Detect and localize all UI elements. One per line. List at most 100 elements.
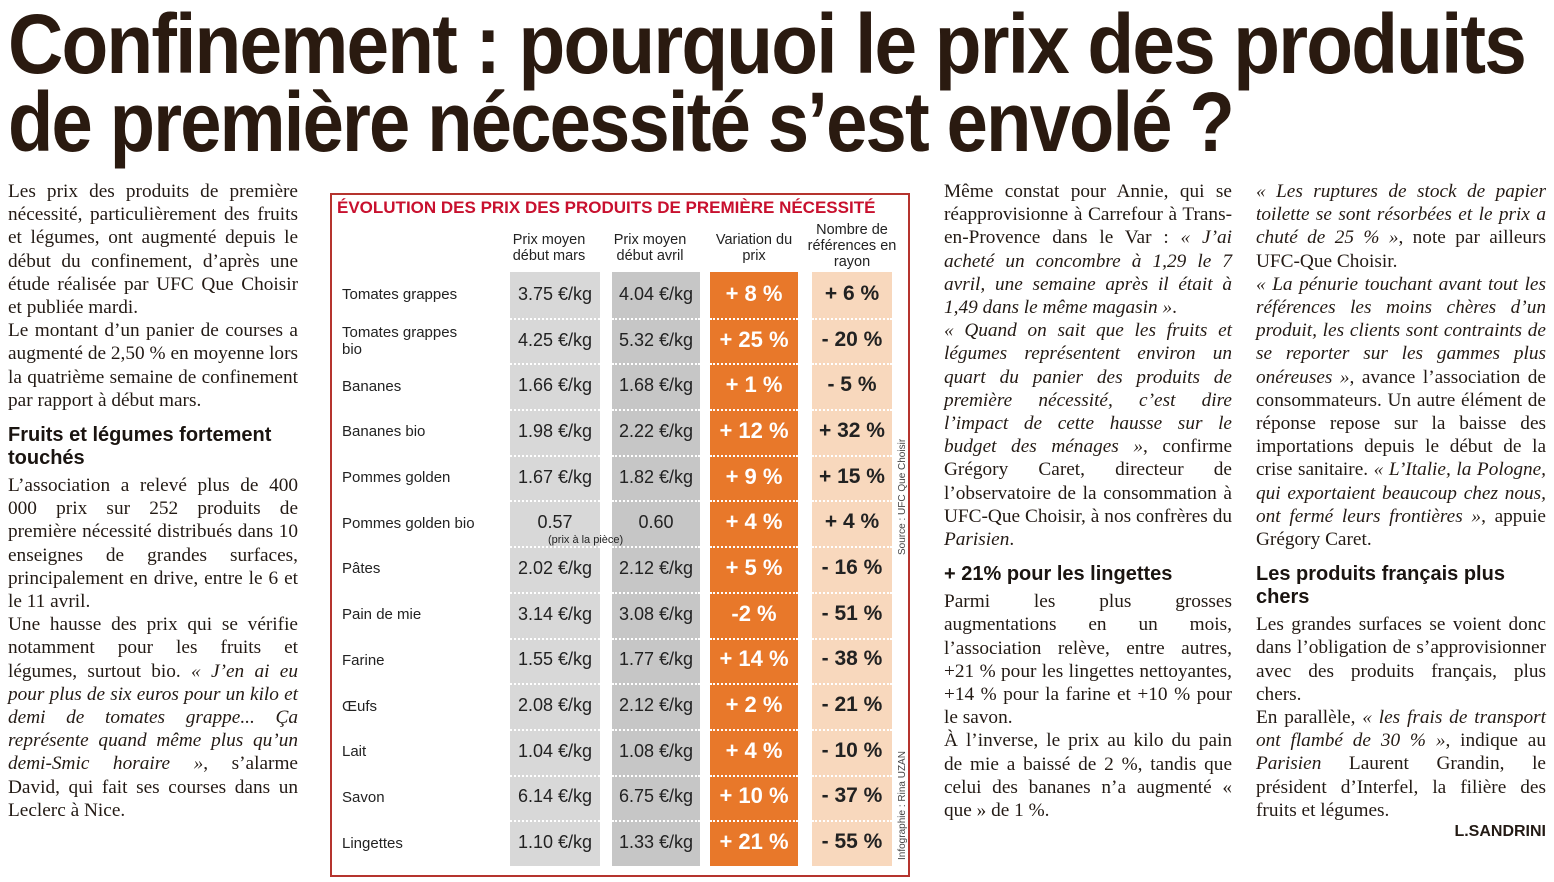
price: 1.55 €/kg	[517, 649, 593, 670]
price: 1.04 €/kg	[517, 740, 593, 761]
variation: -2 %	[731, 600, 777, 626]
paragraph: En parallèle, « les frais de transport o…	[1256, 706, 1546, 822]
column-background	[710, 272, 798, 866]
credit: Infographie : Rina UZAN	[897, 751, 908, 860]
price: 1.67 €/kg	[517, 466, 593, 487]
price: 1.33 €/kg	[618, 832, 694, 853]
paragraph: L’association a relevé plus de 400 000 p…	[8, 474, 298, 613]
paragraph: « La pénurie touchant avant tout les réf…	[1256, 273, 1546, 551]
row-separator	[612, 637, 700, 640]
row-separator	[812, 409, 892, 412]
row-separator	[710, 820, 798, 823]
text: Laurent Grandin, le président d’Interfel…	[1256, 753, 1546, 821]
references: - 16 %	[821, 556, 883, 579]
variation: + 5 %	[725, 555, 783, 580]
paragraph: Parmi les plus grosses augmentations en …	[944, 590, 1232, 729]
row-separator	[510, 728, 600, 731]
row-separator	[710, 363, 798, 366]
row-separator	[710, 546, 798, 549]
row-separator	[812, 363, 892, 366]
row-separator	[612, 500, 700, 503]
price-note: (prix à la pièce)	[548, 534, 624, 547]
text-column: « Les ruptures de stock de papier toilet…	[1256, 180, 1546, 842]
references: - 38 %	[821, 647, 883, 671]
row-separator	[510, 591, 600, 594]
variation: + 14 %	[719, 646, 789, 672]
price: 2.08 €/kg	[517, 695, 593, 716]
text: En parallèle,	[1256, 707, 1363, 729]
quote: « J’ai acheté un concombre à 1,29 le 7 a…	[944, 227, 1232, 319]
references: - 55 %	[821, 830, 883, 854]
subheading: Les produits français plus chers	[1256, 563, 1505, 609]
row-label: Tomates grappes	[342, 286, 458, 304]
row-separator	[710, 317, 798, 320]
row-separator	[612, 454, 700, 457]
text: Parmi les plus grosses augmentations en …	[944, 591, 1232, 729]
paragraph: Même constat pour Annie, qui se réapprov…	[944, 180, 1232, 319]
variation: + 4 %	[725, 737, 783, 763]
row-separator	[710, 454, 798, 457]
text: Le montant d’un panier de courses a augm…	[8, 320, 298, 411]
text: L’association a relevé plus de 400 000 p…	[8, 475, 298, 613]
row-separator	[510, 683, 600, 686]
row-separator	[612, 728, 700, 731]
price: 1.68 €/kg	[618, 375, 694, 396]
price: 1.66 €/kg	[517, 375, 593, 396]
paragraph: « Quand on sait que les fruits et légume…	[944, 319, 1232, 551]
infographic-frame	[330, 193, 910, 877]
column-header: Variation du prix	[715, 232, 793, 264]
row-separator	[710, 637, 798, 640]
column-background	[510, 272, 600, 866]
price: 1.08 €/kg	[618, 740, 694, 761]
row-separator	[710, 409, 798, 412]
text: , confirme Grégory Caret, directeur de l…	[944, 436, 1233, 527]
row-separator	[510, 409, 600, 412]
price: 3.75 €/kg	[517, 283, 593, 304]
source: Source : UFC Que Choisir	[897, 438, 908, 555]
row-separator	[612, 317, 700, 320]
text-column: Les prix des produits de première nécess…	[8, 180, 298, 822]
row-separator	[510, 317, 600, 320]
text: , indique au	[1445, 730, 1546, 752]
row-separator	[510, 774, 600, 777]
row-separator	[612, 774, 700, 777]
quote: « les frais de transport ont flambé de 3…	[1256, 707, 1546, 752]
row-separator	[510, 637, 600, 640]
row-label: Pommes golden bio	[342, 514, 475, 532]
row-label: Tomates grappes bio	[342, 323, 458, 358]
row-separator	[710, 683, 798, 686]
text: , s’alarme David, qui fait ses courses d…	[8, 753, 298, 821]
row-separator	[812, 500, 892, 503]
quote: « L’Italie, la Pologne, qui exportaient …	[1256, 459, 1546, 527]
text: , appuie Grégory Caret.	[1256, 505, 1546, 551]
variation: + 21 %	[719, 829, 789, 855]
references: - 51 %	[821, 601, 883, 625]
references: + 15 %	[819, 464, 885, 488]
variation: + 4 %	[725, 509, 783, 535]
quote: Parisien	[1256, 753, 1322, 775]
references: + 6 %	[824, 281, 880, 305]
price: 6.14 €/kg	[517, 786, 593, 807]
references: + 4 %	[824, 510, 880, 534]
quote: « Quand on sait que les fruits et légume…	[944, 320, 1232, 458]
price: 1.98 €/kg	[517, 420, 593, 441]
references: - 5 %	[827, 373, 877, 397]
row-label: Savon	[342, 788, 385, 806]
price: 2.12 €/kg	[618, 558, 694, 578]
headline: de première nécessité s’est envolé ?	[8, 75, 1235, 169]
references: + 32 %	[819, 418, 885, 442]
row-label: Œufs	[342, 697, 378, 715]
quote: « La pénurie touchant avant tout les réf…	[1256, 273, 1546, 388]
text: À l’inverse, le prix au kilo du pain de …	[944, 730, 1232, 822]
column-header: Nombre de références en rayon	[807, 222, 897, 270]
row-separator	[812, 454, 892, 457]
references: - 21 %	[821, 693, 883, 717]
price: 1.82 €/kg	[618, 466, 694, 487]
row-label: Bananes	[342, 377, 402, 395]
row-separator	[710, 728, 798, 731]
subheading: Fruits et légumes fortement touchés	[8, 424, 272, 470]
price: 4.04 €/kg	[618, 283, 694, 304]
row-separator	[510, 820, 600, 823]
row-separator	[812, 591, 892, 594]
